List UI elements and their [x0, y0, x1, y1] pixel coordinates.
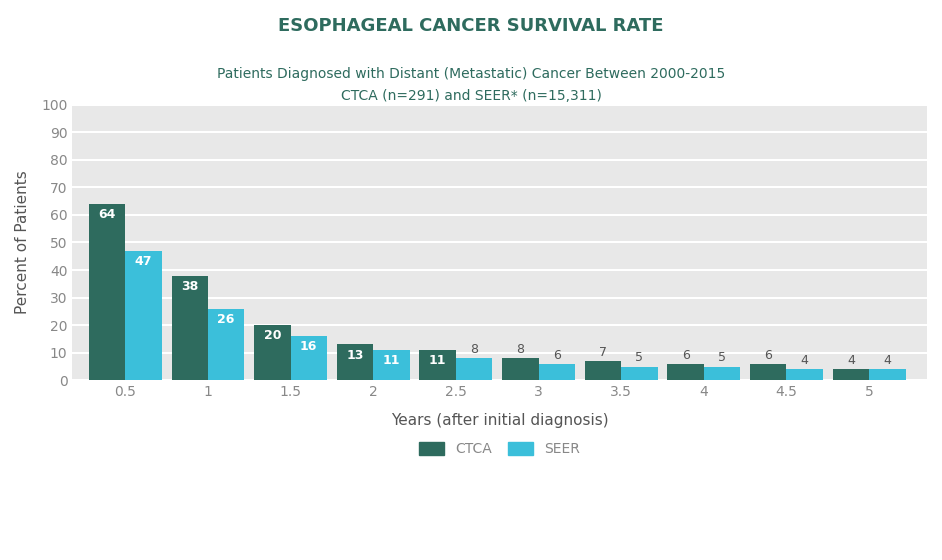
- Bar: [337, 344, 373, 380]
- Text: 13: 13: [347, 349, 364, 362]
- Text: 6: 6: [764, 349, 772, 362]
- Text: 64: 64: [98, 208, 116, 221]
- Legend: CTCA, SEER: CTCA, SEER: [414, 437, 586, 461]
- Bar: [704, 367, 740, 380]
- Text: 4: 4: [801, 354, 808, 367]
- Bar: [208, 309, 244, 380]
- Bar: [290, 336, 327, 380]
- Text: Patients Diagnosed with Distant (Metastatic) Cancer Between 2000-2015
CTCA (n=29: Patients Diagnosed with Distant (Metasta…: [217, 67, 725, 103]
- Text: 8: 8: [516, 343, 525, 356]
- Bar: [419, 350, 456, 380]
- Text: 5: 5: [718, 351, 726, 365]
- Text: 26: 26: [218, 313, 235, 326]
- Text: 4: 4: [847, 354, 855, 367]
- Text: 11: 11: [382, 354, 400, 367]
- Bar: [585, 361, 621, 380]
- Text: 11: 11: [429, 354, 447, 367]
- Text: 6: 6: [682, 349, 690, 362]
- Bar: [502, 358, 539, 380]
- Text: 38: 38: [181, 279, 199, 293]
- Text: 47: 47: [135, 255, 153, 268]
- Bar: [668, 364, 704, 380]
- Bar: [254, 325, 290, 380]
- Text: 8: 8: [470, 343, 478, 356]
- Bar: [539, 364, 575, 380]
- Bar: [833, 370, 869, 380]
- Text: 7: 7: [599, 346, 607, 359]
- Text: 6: 6: [553, 349, 560, 362]
- Bar: [373, 350, 410, 380]
- Bar: [750, 364, 787, 380]
- Bar: [89, 204, 125, 380]
- Bar: [621, 367, 658, 380]
- Bar: [171, 276, 208, 380]
- Bar: [787, 370, 823, 380]
- Text: 16: 16: [300, 340, 317, 353]
- Bar: [125, 251, 162, 380]
- Text: ESOPHAGEAL CANCER SURVIVAL RATE: ESOPHAGEAL CANCER SURVIVAL RATE: [278, 17, 664, 35]
- Y-axis label: Percent of Patients: Percent of Patients: [15, 171, 30, 314]
- Bar: [869, 370, 905, 380]
- Text: 4: 4: [884, 354, 891, 367]
- X-axis label: Years (after initial diagnosis): Years (after initial diagnosis): [391, 413, 609, 428]
- Text: 5: 5: [635, 351, 643, 365]
- Bar: [456, 358, 493, 380]
- Text: 20: 20: [264, 329, 281, 342]
